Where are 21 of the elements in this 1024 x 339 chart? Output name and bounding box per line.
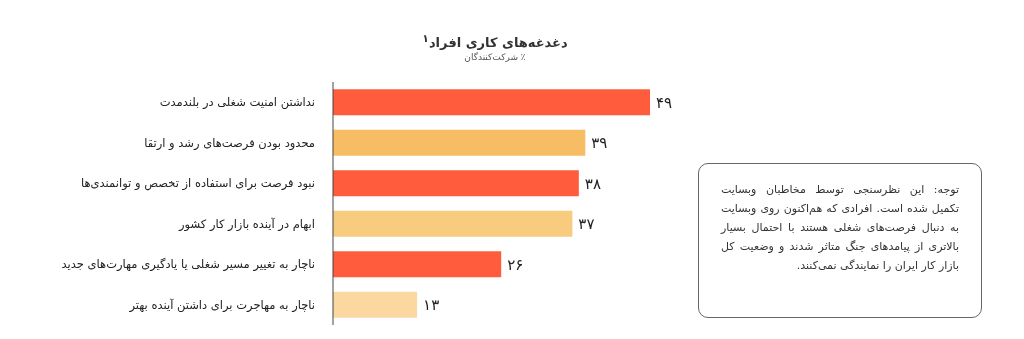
data-label: ۳۹ — [591, 134, 608, 153]
data-label: ۳۷ — [578, 215, 595, 234]
bar — [333, 89, 650, 116]
bar — [333, 170, 579, 197]
y-tick-label: ناچار به مهاجرت برای داشتن آینده بهتر — [128, 297, 315, 313]
chart-subtitle: ٪ شرکت‌کنندگان — [463, 52, 527, 62]
bar — [333, 210, 573, 237]
bar — [333, 291, 418, 318]
data-label: ۴۹ — [656, 93, 673, 112]
y-tick-label: نداشتن امنیت شغلی در بلندمدت — [159, 95, 315, 111]
data-label: ۳۸ — [584, 174, 601, 193]
bar — [333, 251, 502, 278]
y-tick-label: محدود بودن فرصت‌های رشد و ارتقا — [144, 135, 315, 151]
text: توجه: این نظرسنجی توسط مخاطبان وبسایت تکمیل شده است. افرادی که هم‌اکنون روی وبسایت به دنبال فرصت‌های شغلی هستند با احتمال بسیار بالاتری از پیامدهای جنگ متاثر شدند و وضعیت کل بازار کار ایران را نمایندگی نمی‌کنند. — [698, 163, 982, 318]
data-label: ۲۶ — [507, 255, 524, 274]
y-tick-label: ناچار به تغییر مسیر شغلی یا یادگیری مهارت‌های جدید — [61, 257, 315, 273]
y-tick-label: ابهام در آینده بازار کار کشور — [178, 216, 315, 232]
bar — [333, 129, 586, 156]
chart-title: دغدغه‌های کاری افراد$^{۱}$ — [421, 32, 569, 51]
data-label: ۱۳ — [423, 296, 440, 315]
y-tick-label: نبود فرصت برای استفاده از تخصص و توانمندی‌ها — [81, 176, 315, 192]
